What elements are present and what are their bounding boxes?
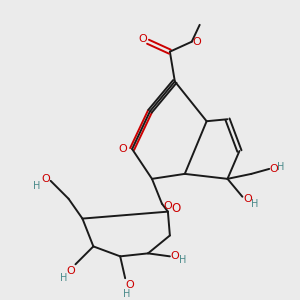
Text: O: O bbox=[139, 34, 147, 44]
Text: O: O bbox=[119, 144, 128, 154]
Text: H: H bbox=[278, 162, 285, 172]
Text: H: H bbox=[33, 181, 40, 191]
Text: O: O bbox=[243, 194, 252, 204]
Text: O: O bbox=[66, 266, 75, 276]
Text: H: H bbox=[60, 273, 67, 283]
Text: O: O bbox=[126, 280, 134, 290]
Text: O: O bbox=[41, 174, 50, 184]
Text: O: O bbox=[270, 164, 279, 174]
Text: H: H bbox=[250, 199, 258, 209]
Text: H: H bbox=[124, 289, 131, 299]
Text: O: O bbox=[170, 251, 179, 261]
Text: O: O bbox=[171, 202, 181, 215]
Text: O: O bbox=[164, 201, 172, 211]
Text: O: O bbox=[192, 37, 201, 47]
Text: H: H bbox=[179, 255, 187, 265]
